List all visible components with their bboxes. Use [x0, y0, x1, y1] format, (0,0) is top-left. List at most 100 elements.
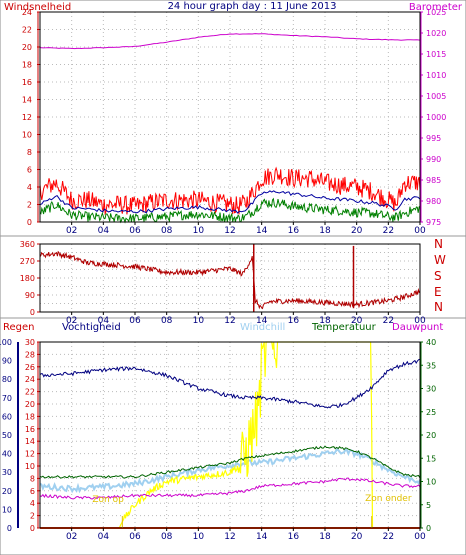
x-tick-label-panel2: 16 [288, 316, 300, 326]
y-tick-label-barometer: 990 [426, 155, 441, 164]
y-tick-label-wind: 14 [22, 96, 32, 105]
y-tick-label-wind: 22 [22, 26, 32, 35]
x-tick-label-panel3: 14 [256, 532, 268, 542]
chart-title: 24 hour graph day : 11 June 2013 [168, 1, 337, 12]
series-wind-green [39, 197, 421, 224]
y-tick-label-wind: 18 [22, 61, 32, 70]
y-tick-label-direction: 180 [20, 274, 35, 283]
series-windchill [39, 448, 421, 494]
y-tick-label-direction: 360 [20, 240, 35, 249]
legend-label: Regen [3, 322, 35, 333]
y-tick-label-barometer: 1000 [426, 113, 446, 122]
y-tick-label-wind: 12 [22, 113, 32, 122]
y-tick-label-rain: 0 [30, 524, 35, 533]
y-tick-label-humidity: 40 [2, 450, 12, 459]
series-dewpoint [39, 477, 421, 500]
y-tick-label-wind: 4 [27, 183, 32, 192]
y-tick-label-wind: 6 [27, 166, 32, 175]
y-tick-label-wind: 20 [22, 43, 32, 52]
legend-label: Temperatuur [311, 322, 377, 333]
y-tick-label-temperature: 15 [426, 454, 436, 463]
x-tick-label-panel3: 22 [383, 532, 394, 542]
y-tick-label-humidity: 60 [2, 412, 12, 421]
compass-label: W [434, 253, 446, 267]
compass-label: E [434, 285, 442, 299]
x-tick-label-panel1: 04 [98, 226, 110, 236]
y-tick-label-humidity: 70 [2, 394, 12, 403]
x-tick-label-panel1: 18 [319, 226, 331, 236]
x-tick-label-panel1: 22 [383, 226, 394, 236]
y-tick-label-temperature: 5 [426, 501, 431, 510]
series-wind-blue [39, 190, 421, 214]
x-tick-label-panel2: 20 [351, 316, 363, 326]
y-tick-label-barometer: 1015 [426, 50, 446, 59]
y-tick-label-temperature: 20 [426, 431, 436, 440]
header-left-label: Windsnelheid [4, 2, 71, 13]
x-tick-label-panel1: 12 [224, 226, 235, 236]
y-tick-label-rain: 20 [25, 400, 35, 409]
x-tick-label-panel3: 06 [129, 532, 141, 542]
x-tick-label-panel1: 08 [161, 226, 173, 236]
y-tick-label-humidity: 100 [0, 338, 12, 347]
x-tick-label-panel1: 06 [129, 226, 141, 236]
y-tick-label-rain: 22 [25, 388, 35, 397]
y-tick-label-wind: 24 [22, 8, 32, 17]
y-tick-label-humidity: 20 [2, 487, 12, 496]
y-tick-label-rain: 2 [30, 512, 35, 521]
y-tick-label-humidity: 10 [2, 505, 12, 514]
y-tick-label-humidity: 30 [2, 468, 12, 477]
x-tick-label-panel2: 08 [161, 316, 173, 326]
y-tick-label-rain: 18 [25, 412, 35, 421]
annotation-sunrise: Zon op [92, 495, 124, 505]
x-tick-label-panel3: 00 [414, 532, 426, 542]
y-tick-label-temperature: 30 [426, 385, 436, 394]
x-tick-label-panel3: 12 [224, 532, 235, 542]
annotation-sunset: Zon onder [365, 494, 412, 504]
y-tick-label-rain: 12 [25, 450, 35, 459]
y-tick-label-humidity: 90 [2, 357, 12, 366]
y-tick-label-temperature: 25 [426, 408, 436, 417]
y-tick-label-direction: 0 [30, 308, 35, 317]
y-tick-label-rain: 28 [25, 350, 35, 359]
x-tick-label-panel2: 10 [193, 316, 205, 326]
x-tick-label-panel1: 00 [414, 226, 426, 236]
series-temperature [39, 445, 421, 479]
x-tick-label-panel1: 20 [351, 226, 363, 236]
series-humidity [39, 358, 421, 409]
series-wind-direction [39, 250, 421, 310]
x-tick-label-panel2: 22 [383, 316, 394, 326]
y-tick-label-barometer: 1005 [426, 92, 446, 101]
y-tick-label-barometer: 995 [426, 134, 441, 143]
x-tick-label-panel1: 02 [66, 226, 77, 236]
y-tick-label-barometer: 985 [426, 176, 441, 185]
y-tick-label-wind: 8 [27, 148, 32, 157]
y-tick-label-humidity: 50 [2, 431, 12, 440]
y-tick-label-wind: 0 [27, 218, 32, 227]
x-tick-label-panel3: 02 [66, 532, 77, 542]
x-tick-label-panel1: 16 [288, 226, 300, 236]
x-tick-label-panel2: 18 [319, 316, 331, 326]
y-tick-label-direction: 270 [20, 257, 35, 266]
y-tick-label-rain: 24 [25, 375, 35, 384]
legend-label: Windchill [240, 322, 285, 333]
y-tick-label-wind: 16 [22, 78, 32, 87]
compass-label: S [434, 269, 442, 283]
legend-label: Dauwpunt [392, 322, 443, 333]
x-tick-label-panel3: 08 [161, 532, 173, 542]
y-tick-label-humidity: 0 [7, 524, 12, 533]
x-tick-label-panel3: 18 [319, 532, 331, 542]
compass-label: N [434, 300, 443, 314]
x-tick-label-panel2: 06 [129, 316, 141, 326]
legend-label: Vochtigheid [62, 322, 121, 333]
y-tick-label-barometer: 1020 [426, 29, 446, 38]
y-tick-label-wind: 10 [22, 131, 32, 140]
y-tick-label-temperature: 40 [426, 338, 436, 347]
series-barometer [39, 33, 421, 50]
y-tick-label-barometer: 980 [426, 197, 441, 206]
x-tick-label-panel3: 04 [98, 532, 110, 542]
y-tick-label-humidity: 80 [2, 375, 12, 384]
y-tick-label-barometer: 975 [426, 218, 441, 227]
y-tick-label-rain: 6 [30, 487, 35, 496]
x-tick-label-panel3: 16 [288, 532, 300, 542]
